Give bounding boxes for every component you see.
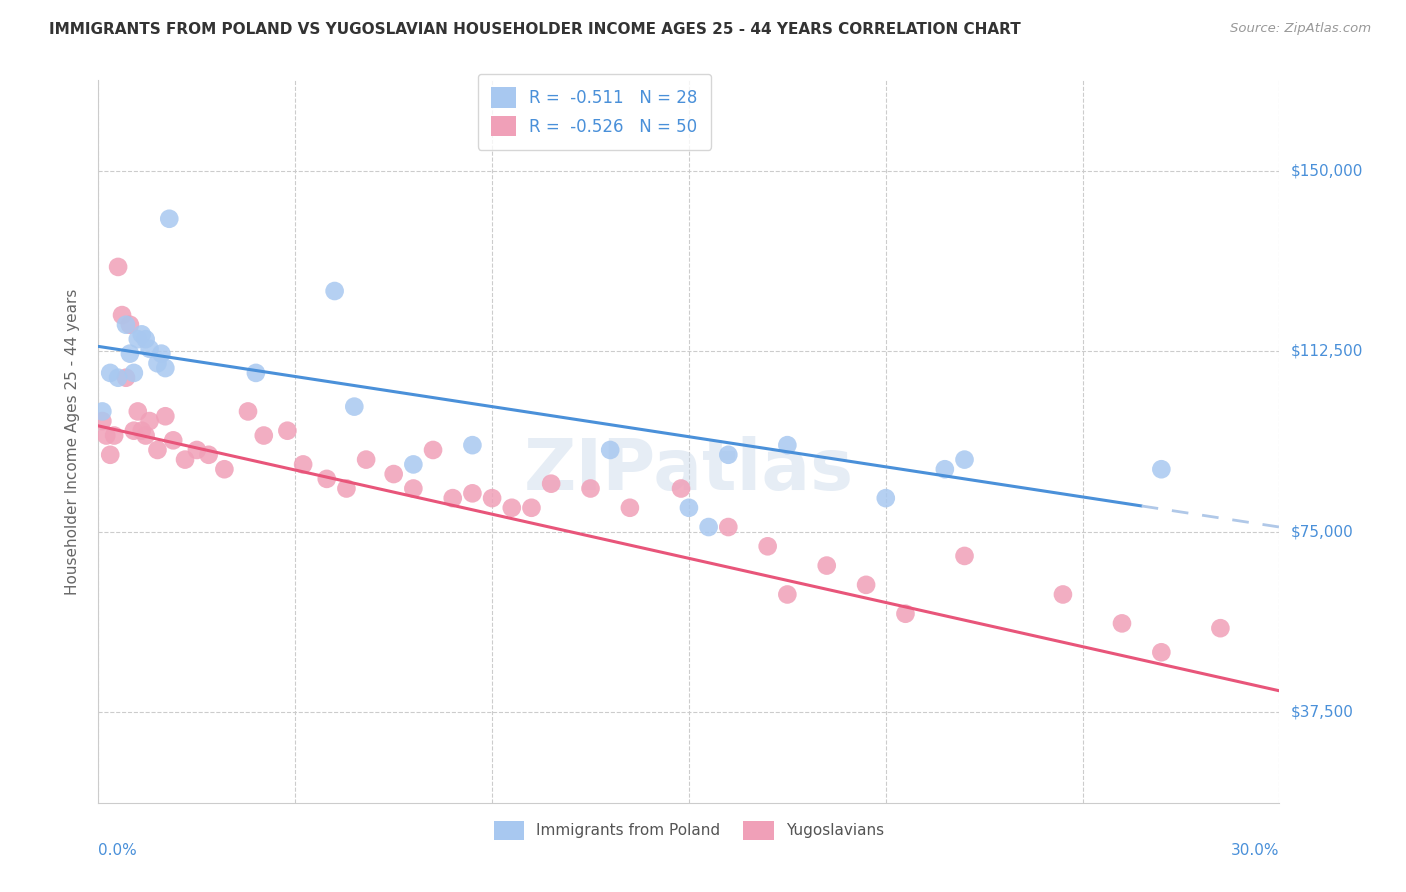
Y-axis label: Householder Income Ages 25 - 44 years: Householder Income Ages 25 - 44 years xyxy=(65,288,80,595)
Point xyxy=(481,491,503,505)
Point xyxy=(934,462,956,476)
Point xyxy=(135,332,157,346)
Point xyxy=(122,424,145,438)
Point xyxy=(115,370,138,384)
Point xyxy=(91,414,114,428)
Point xyxy=(96,428,118,442)
Point xyxy=(157,211,180,226)
Point xyxy=(323,284,346,298)
Point xyxy=(186,442,208,457)
Text: Source: ZipAtlas.com: Source: ZipAtlas.com xyxy=(1230,22,1371,36)
Point xyxy=(461,438,484,452)
Point xyxy=(669,482,692,496)
Point xyxy=(335,482,357,496)
Point xyxy=(354,452,377,467)
Point xyxy=(127,332,149,346)
Point xyxy=(162,434,184,448)
Point xyxy=(127,404,149,418)
Point xyxy=(214,462,236,476)
Point xyxy=(520,500,543,515)
Point xyxy=(150,346,173,360)
Point xyxy=(953,452,976,467)
Text: 0.0%: 0.0% xyxy=(98,843,138,857)
Point xyxy=(122,366,145,380)
Point xyxy=(146,356,169,370)
Point xyxy=(103,428,125,442)
Point xyxy=(155,361,177,376)
Legend: Immigrants from Poland, Yugoslavians: Immigrants from Poland, Yugoslavians xyxy=(488,815,890,846)
Point xyxy=(131,424,153,438)
Point xyxy=(174,452,197,467)
Point xyxy=(953,549,976,563)
Point xyxy=(422,442,444,457)
Point xyxy=(599,442,621,457)
Point xyxy=(253,428,276,442)
Point xyxy=(756,539,779,553)
Point xyxy=(382,467,405,481)
Point xyxy=(107,370,129,384)
Point xyxy=(118,346,141,360)
Point xyxy=(441,491,464,505)
Text: IMMIGRANTS FROM POLAND VS YUGOSLAVIAN HOUSEHOLDER INCOME AGES 25 - 44 YEARS CORR: IMMIGRANTS FROM POLAND VS YUGOSLAVIAN HO… xyxy=(49,22,1021,37)
Point xyxy=(678,500,700,515)
Text: 30.0%: 30.0% xyxy=(1232,843,1279,857)
Point xyxy=(1052,587,1074,601)
Point xyxy=(135,428,157,442)
Point xyxy=(894,607,917,621)
Point xyxy=(343,400,366,414)
Point xyxy=(98,448,121,462)
Point xyxy=(1111,616,1133,631)
Text: ZIPatlas: ZIPatlas xyxy=(524,436,853,505)
Point xyxy=(855,578,877,592)
Point xyxy=(717,448,740,462)
Point xyxy=(815,558,838,573)
Point xyxy=(402,482,425,496)
Point xyxy=(315,472,337,486)
Point xyxy=(1150,645,1173,659)
Point xyxy=(138,342,160,356)
Point xyxy=(1209,621,1232,635)
Point xyxy=(540,476,562,491)
Point xyxy=(1150,462,1173,476)
Point xyxy=(155,409,177,424)
Point xyxy=(717,520,740,534)
Point xyxy=(619,500,641,515)
Point xyxy=(236,404,259,418)
Point xyxy=(115,318,138,332)
Point xyxy=(579,482,602,496)
Point xyxy=(197,448,219,462)
Point xyxy=(138,414,160,428)
Point xyxy=(98,366,121,380)
Point xyxy=(292,458,315,472)
Point xyxy=(146,442,169,457)
Point xyxy=(107,260,129,274)
Point xyxy=(875,491,897,505)
Text: $150,000: $150,000 xyxy=(1291,163,1362,178)
Point xyxy=(131,327,153,342)
Text: $75,000: $75,000 xyxy=(1291,524,1354,540)
Text: $112,500: $112,500 xyxy=(1291,343,1362,359)
Point xyxy=(111,308,134,322)
Point xyxy=(461,486,484,500)
Point xyxy=(402,458,425,472)
Point xyxy=(776,587,799,601)
Point xyxy=(118,318,141,332)
Point xyxy=(245,366,267,380)
Point xyxy=(276,424,298,438)
Point xyxy=(501,500,523,515)
Point xyxy=(697,520,720,534)
Point xyxy=(91,404,114,418)
Point xyxy=(776,438,799,452)
Text: $37,500: $37,500 xyxy=(1291,705,1354,720)
